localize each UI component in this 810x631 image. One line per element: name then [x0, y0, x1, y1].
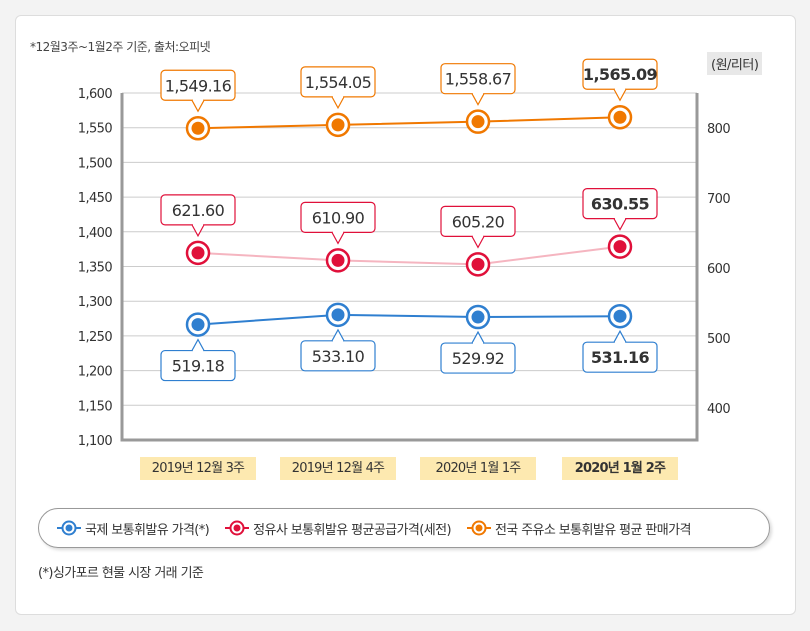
data-point-core — [191, 121, 205, 135]
x-category-label: 2019년 12월 4주 — [280, 457, 396, 480]
data-label: 1,558.67 — [440, 63, 516, 106]
data-label-pointer — [471, 330, 485, 344]
data-label: 605.20 — [440, 205, 516, 249]
data-label-pointer — [191, 99, 205, 113]
data-label-text: 630.55 — [591, 195, 650, 214]
data-label-text: 519.18 — [172, 357, 225, 376]
data-label: 1,565.09 — [582, 58, 658, 102]
left-tick-label: 1,350 — [78, 261, 113, 276]
data-label-text: 621.60 — [172, 201, 225, 220]
legend-marker-icon — [466, 520, 491, 536]
data-label: 519.18 — [160, 338, 236, 382]
right-tick-label: 600 — [707, 262, 730, 277]
left-tick-label: 1,550 — [78, 122, 113, 137]
legend-label: 국제 보통휘발유 가격(*) — [85, 522, 210, 538]
data-label-pointer — [471, 93, 485, 106]
legend-label: 전국 주유소 보통휘발유 평균 판매가격 — [494, 522, 691, 538]
legend-marker-icon — [225, 520, 250, 536]
data-label: 630.55 — [582, 188, 658, 231]
series-line — [197, 116, 621, 130]
footnote: (*)싱가포르 현물 시장 거래 기준 — [38, 566, 204, 581]
data-label: 533.10 — [300, 328, 376, 372]
data-label-pointer — [191, 338, 205, 351]
left-tick-label: 1,150 — [78, 399, 113, 414]
right-tick-label: 400 — [707, 402, 730, 417]
data-label: 529.92 — [440, 330, 516, 374]
data-point-core — [191, 246, 205, 260]
data-point-core — [471, 257, 485, 271]
data-point-core — [331, 308, 345, 322]
left-tick-label: 1,100 — [78, 434, 113, 449]
left-tick-label: 1,600 — [78, 87, 113, 102]
data-point-core — [331, 253, 345, 267]
data-label: 531.16 — [582, 329, 658, 373]
legend-item: 전국 주유소 보통휘발유 평균 판매가격 — [466, 519, 691, 538]
left-tick-label: 1,300 — [78, 295, 113, 310]
data-label: 1,554.05 — [300, 66, 376, 110]
legend: 국제 보통휘발유 가격(*) 정유사 보통휘발유 평균공급가격(세전) 전국 주유소… — [38, 508, 770, 548]
data-point-core — [613, 309, 627, 323]
source-note: *12월3주~1월2주 기준, 출처:오피넷 — [30, 40, 211, 54]
plot-frame — [120, 93, 699, 442]
x-category-label: 2020년 1월 2주 — [562, 457, 678, 480]
series-line — [197, 313, 621, 326]
x-category-label: 2020년 1월 1주 — [420, 457, 536, 480]
data-point-core — [191, 318, 205, 332]
data-label-pointer — [191, 224, 205, 238]
data-point-core — [471, 115, 485, 129]
data-label-text: 1,565.09 — [583, 65, 658, 84]
data-label: 1,549.16 — [160, 69, 236, 113]
data-label-pointer — [613, 88, 627, 102]
data-label-text: 1,554.05 — [305, 73, 371, 92]
data-label: 621.60 — [160, 194, 236, 238]
data-label-pointer — [613, 329, 627, 343]
data-label-text: 610.90 — [312, 208, 365, 227]
data-label-pointer — [471, 236, 485, 249]
legend-item: 국제 보통휘발유 가격(*) — [57, 519, 210, 538]
data-label-text: 605.20 — [452, 212, 505, 231]
data-point-core — [613, 240, 627, 254]
series-line — [197, 245, 621, 266]
left-tick-label: 1,500 — [78, 156, 113, 171]
data-label-pointer — [331, 232, 345, 245]
legend-marker-icon — [57, 520, 81, 536]
data-point-core — [331, 118, 345, 132]
data-label: 610.90 — [300, 201, 376, 245]
unit-label: (원/리터) — [707, 52, 763, 75]
data-label-text: 531.16 — [591, 348, 650, 367]
data-point-core — [613, 110, 627, 124]
left-tick-label: 1,400 — [78, 226, 113, 241]
data-label-text: 533.10 — [312, 347, 365, 366]
left-tick-label: 1,450 — [78, 191, 113, 206]
data-point-core — [471, 310, 485, 324]
data-label-pointer — [613, 218, 627, 231]
left-tick-label: 1,250 — [78, 330, 113, 345]
x-axis-categories: 2019년 12월 3주 2019년 12월 4주 2020년 1월 1주 2020년… — [0, 457, 810, 481]
data-label-pointer — [331, 328, 345, 342]
data-label-text: 1,558.67 — [445, 70, 511, 89]
right-tick-label: 800 — [707, 122, 730, 137]
legend-label: 정유사 보통휘발유 평균공급가격(세전) — [253, 522, 451, 538]
data-label-text: 1,549.16 — [165, 76, 232, 95]
left-tick-label: 1,200 — [78, 365, 113, 380]
data-label-pointer — [331, 96, 345, 110]
right-tick-label: 700 — [707, 192, 730, 207]
legend-item: 정유사 보통휘발유 평균공급가격(세전) — [225, 519, 452, 538]
x-category-label: 2019년 12월 3주 — [140, 457, 256, 480]
data-label-text: 529.92 — [452, 349, 504, 368]
right-tick-label: 500 — [707, 332, 730, 347]
